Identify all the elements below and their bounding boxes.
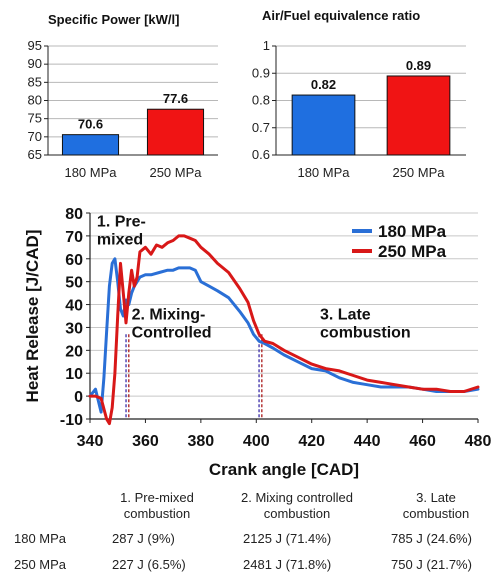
series-line-250mpa (88, 234, 480, 426)
y-tick-label: 70 (28, 129, 42, 144)
legend-label: 250 MPa (378, 242, 447, 261)
y-tick-label: 10 (65, 366, 83, 383)
y-tick-label: 90 (28, 56, 42, 71)
y-tick-label: 95 (28, 38, 42, 53)
table-header-line: combustion (123, 506, 191, 521)
x-tick-label: 400 (243, 433, 270, 450)
data-label: 0.82 (311, 77, 336, 92)
bar-chart-title: Specific Power [kW/l] (48, 12, 179, 27)
y-tick-label: 0.6 (252, 147, 270, 162)
bar (386, 75, 451, 156)
y-tick-label: 60 (65, 252, 83, 269)
legend-label: 180 MPa (378, 222, 447, 241)
phase-annotation: Controlled (132, 324, 212, 341)
table-header-mixing-controlled: 2. Mixing controlled combustion (222, 490, 372, 522)
table-cell: 2125 J (71.4%) (243, 531, 332, 546)
y-tick-label: 30 (65, 320, 83, 337)
x-tick-label: 250 MPa (149, 165, 202, 180)
table-cell: 2481 J (71.8%) (243, 557, 332, 572)
phase-annotation: combustion (320, 324, 411, 341)
y-tick-label: 0.7 (252, 120, 270, 135)
y-tick-label: 20 (65, 343, 83, 360)
y-tick-label: 0 (74, 389, 83, 406)
phase-annotation: 3. Late (320, 306, 371, 323)
series-line-180mpa (88, 257, 480, 414)
y-tick-label: 75 (28, 111, 42, 126)
table-cell: 227 J (6.5%) (112, 557, 186, 572)
data-label: 70.6 (78, 117, 103, 132)
x-tick-label: 480 (465, 433, 492, 450)
y-tick-label: 50 (65, 275, 83, 292)
data-label: 0.89 (406, 58, 431, 73)
figure-canvas: Specific Power [kW/l] 65 70 75 80 85 90 95 70.6 1… (23, 8, 492, 479)
y-axis-label: Heat Release [J/CAD] (23, 230, 42, 403)
table-cell: 785 J (24.6%) (391, 531, 472, 546)
x-tick-label: 180 MPa (297, 165, 350, 180)
y-tick-label: 0.8 (252, 93, 270, 108)
bar-chart-title: Air/Fuel equivalence ratio (262, 8, 420, 23)
y-tick-label: 40 (65, 298, 83, 315)
table-cell: 287 J (9%) (112, 531, 175, 546)
y-tick-label: 0.9 (252, 65, 270, 80)
x-tick-label: 380 (188, 433, 215, 450)
table-header-premixed: 1. Pre-mixed combustion (92, 490, 222, 522)
data-label: 77.6 (163, 91, 188, 106)
phase-annotation: mixed (97, 232, 143, 249)
x-tick-label: 440 (354, 433, 381, 450)
y-tick-label: 80 (28, 93, 42, 108)
row-label: 250 MPa (14, 557, 67, 572)
table-header-line: 3. Late (416, 490, 456, 505)
x-tick-label: 250 MPa (392, 165, 445, 180)
table-header-line: combustion (263, 506, 331, 521)
table-header-line: 1. Pre-mixed (120, 490, 194, 505)
table-header-line: 2. Mixing controlled (241, 490, 353, 505)
x-axis-label: Crank angle [CAD] (209, 460, 359, 479)
y-tick-label: 85 (28, 74, 42, 89)
x-tick-label: 180 MPa (64, 165, 117, 180)
table-header-late-combustion: 3. Late combustion (378, 490, 494, 522)
y-tick-label: -10 (60, 412, 83, 429)
bar (146, 108, 205, 156)
x-tick-label: 420 (298, 433, 325, 450)
x-tick-label: 360 (132, 433, 159, 450)
x-tick-label: 340 (77, 433, 104, 450)
bar (61, 134, 120, 156)
phase-annotation: 1. Pre- (97, 214, 146, 231)
x-tick-label: 460 (409, 433, 436, 450)
bar (291, 94, 356, 156)
phase-annotation: 2. Mixing- (132, 306, 206, 323)
y-tick-label: 70 (65, 229, 83, 246)
row-label: 180 MPa (14, 531, 67, 546)
table-cell: 750 J (21.7%) (391, 557, 472, 572)
y-tick-label: 65 (28, 147, 42, 162)
table-header-line: combustion (402, 506, 470, 521)
y-tick-label: 1 (263, 38, 270, 53)
y-tick-label: 80 (65, 206, 83, 223)
